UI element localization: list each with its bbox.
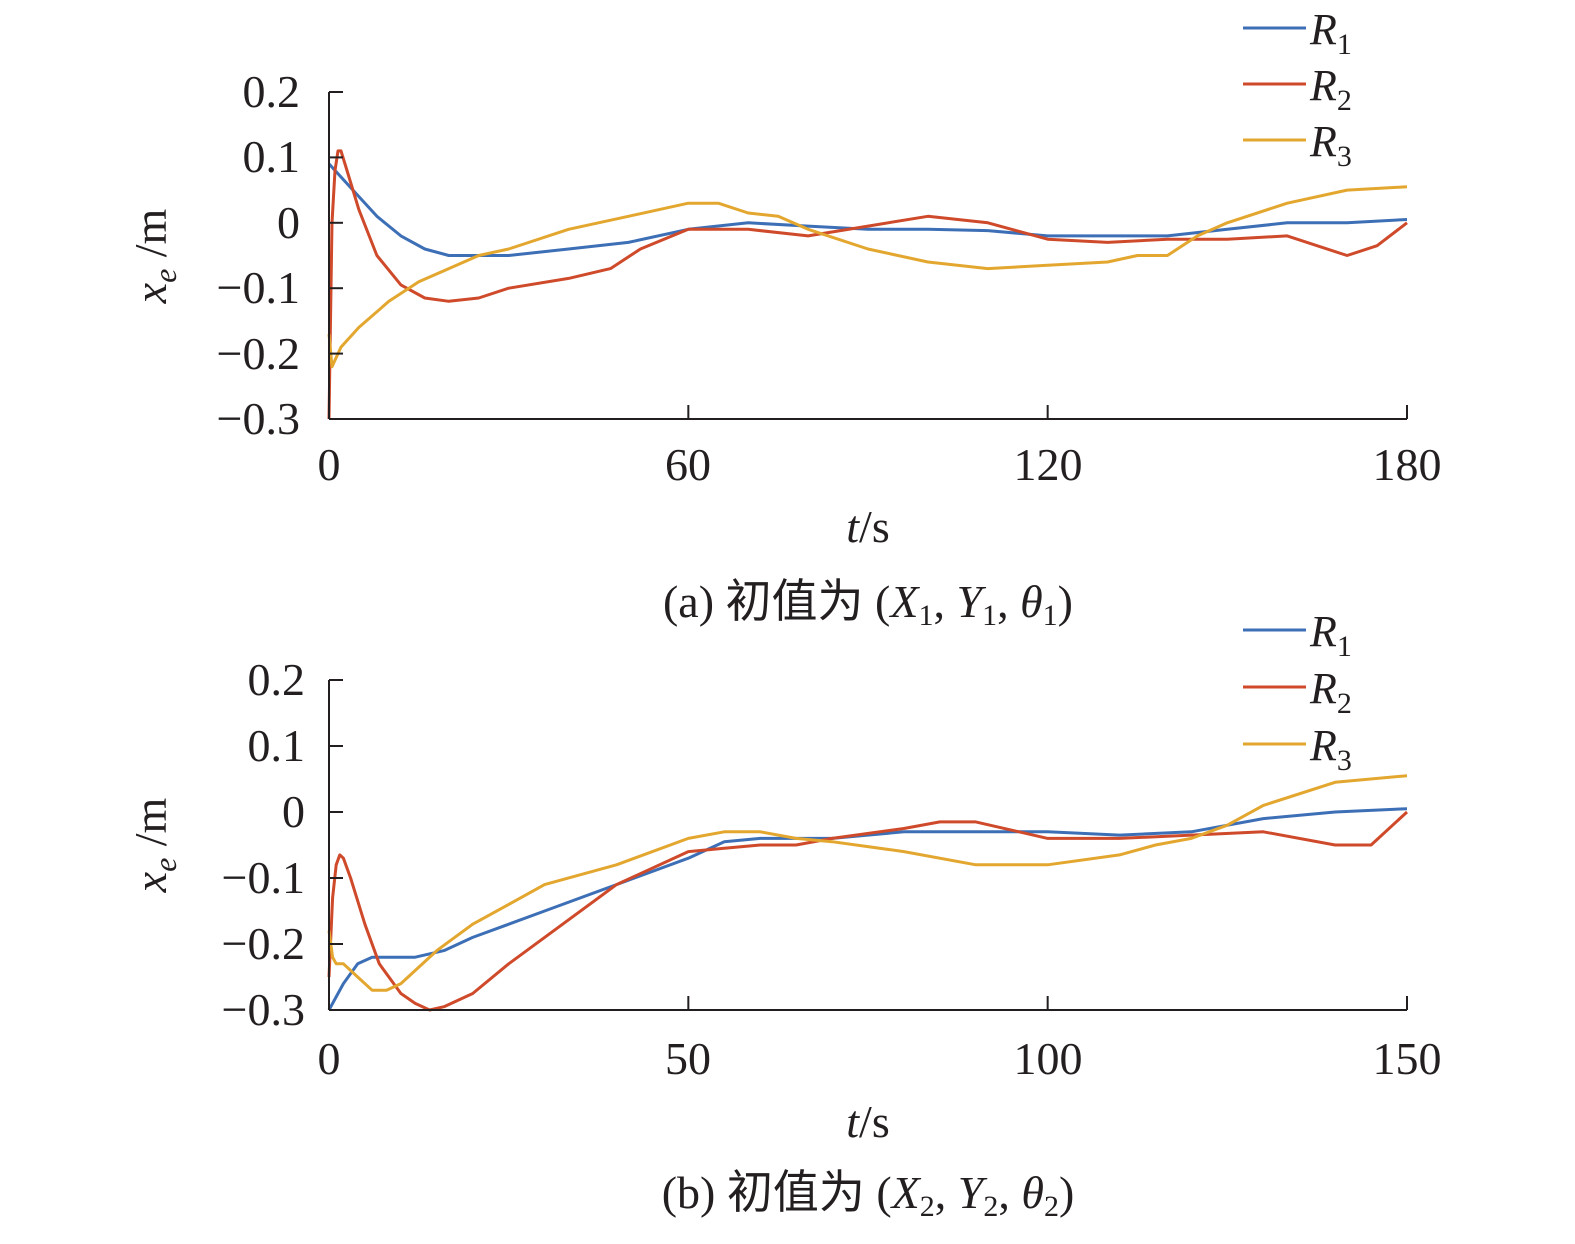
chart-a-ytick-label: −0.2 <box>217 328 300 379</box>
chart-a-legend-label-r3: R3 <box>1309 117 1352 173</box>
chart-b-x-axis-label: t/s <box>846 1096 889 1147</box>
chart-a-x-axis-label: t/s <box>846 501 889 552</box>
chart-b-series-group <box>327 774 1409 1012</box>
chart-b-ytick-label: 0.1 <box>248 720 306 771</box>
chart-a-legend-label-r2: R2 <box>1309 61 1352 117</box>
chart-a-ytick-label: −0.3 <box>217 393 300 444</box>
chart-a-xtick-label: 60 <box>665 439 711 490</box>
chart-b-xtick-label: 150 <box>1373 1033 1442 1084</box>
chart-b-caption: (b) 初值为 (X2, Y2, θ2) <box>662 1167 1075 1223</box>
chart-a-y-axis-label: xe /m <box>125 208 183 304</box>
chart-a: 0.2 0.1 0 −0.1 −0.2 −0.3 0 60 120 180 t/… <box>125 5 1442 632</box>
chart-b: 0.2 0.1 0 −0.1 −0.2 −0.3 0 50 100 150 t/… <box>125 607 1442 1223</box>
chart-b-series-line-r2 <box>327 810 1409 1012</box>
chart-a-ticks <box>328 91 1408 420</box>
chart-b-xtick-label: 50 <box>665 1033 711 1084</box>
chart-a-xtick-label: 120 <box>1014 439 1083 490</box>
chart-b-ticks <box>328 679 1408 1011</box>
chart-b-legend-label-r1: R1 <box>1309 607 1352 663</box>
chart-b-legend: R1 R2 R3 <box>1243 607 1352 777</box>
chart-a-ytick-label: 0.2 <box>243 66 301 117</box>
chart-b-ytick-label: −0.2 <box>222 918 305 969</box>
chart-a-series-group <box>327 149 1408 420</box>
chart-a-legend: R1 R2 R3 <box>1243 5 1352 173</box>
chart-a-ytick-label: 0 <box>277 197 300 248</box>
chart-b-ytick-label: −0.1 <box>222 852 305 903</box>
chart-a-legend-label-r1: R1 <box>1309 5 1352 61</box>
chart-a-ytick-label: −0.1 <box>217 262 300 313</box>
chart-a-xtick-label: 180 <box>1373 439 1442 490</box>
chart-a-xtick-label: 0 <box>318 439 341 490</box>
chart-a-series-line-r1 <box>327 162 1408 257</box>
chart-a-series-line-r2 <box>327 149 1408 420</box>
chart-b-series-line-r3 <box>327 774 1408 992</box>
chart-b-legend-label-r3: R3 <box>1309 721 1352 777</box>
chart-b-legend-label-r2: R2 <box>1309 664 1352 720</box>
chart-a-caption: (a) 初值为 (X1, Y1, θ1) <box>663 576 1073 632</box>
chart-a-series-line-r3 <box>327 185 1408 369</box>
chart-b-ytick-label: −0.3 <box>222 984 305 1035</box>
chart-b-xtick-label: 100 <box>1014 1033 1083 1084</box>
chart-b-ytick-label: 0.2 <box>248 654 306 705</box>
chart-b-ytick-label: 0 <box>282 786 305 837</box>
chart-b-y-axis-label: xe /m <box>125 797 183 893</box>
chart-b-series-line-r1 <box>327 807 1408 1011</box>
chart-a-ytick-label: 0.1 <box>243 131 301 182</box>
chart-b-xtick-label: 0 <box>318 1033 341 1084</box>
